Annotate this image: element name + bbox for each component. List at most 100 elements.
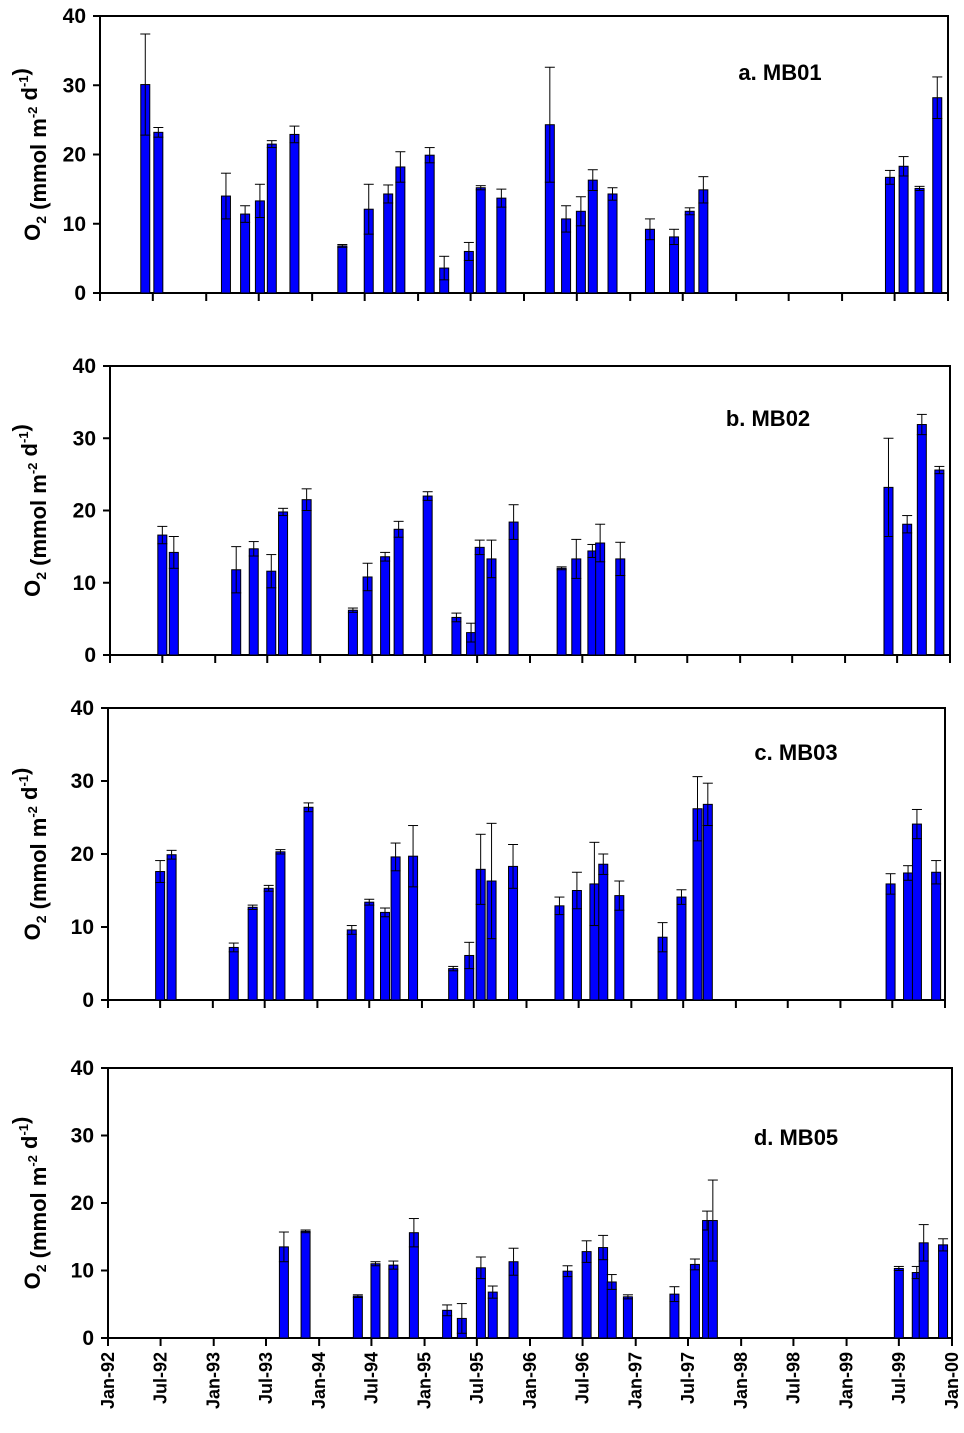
bar: [554, 905, 565, 1001]
bar: [247, 906, 258, 1001]
y-axis-label-part: -1: [16, 775, 31, 787]
bar: [380, 556, 391, 656]
bar: [240, 213, 251, 294]
x-tick-label: Jul-99: [889, 1352, 909, 1404]
y-tick-label: 30: [71, 1125, 94, 1148]
x-tick-label: Jan-93: [204, 1352, 224, 1409]
bar: [303, 806, 314, 1001]
bar: [606, 1281, 617, 1339]
y-tick-label: 10: [73, 572, 96, 595]
bar: [496, 197, 507, 294]
x-tick-label: Jan-98: [731, 1352, 751, 1409]
y-axis-label-part: ): [8, 424, 33, 431]
x-tick-label: Jul-92: [151, 1352, 171, 1404]
bar: [451, 616, 462, 656]
bar: [587, 179, 598, 294]
y-axis-label-part: (mmol m: [26, 818, 51, 916]
y-tick-label: 0: [82, 1327, 94, 1350]
bar: [424, 154, 435, 294]
panel-title: b. MB02: [726, 406, 810, 431]
chart-panel-2: 0 10 20 30 40 b. MB02 O2 (mmol m-2 d-1): [8, 355, 951, 667]
bar: [607, 193, 618, 294]
y-axis-label-part: d: [17, 443, 42, 463]
bar: [393, 528, 404, 656]
x-tick-label: Jan-00: [942, 1352, 962, 1409]
bar: [300, 1230, 311, 1339]
y-axis-label-part: (mmol m: [26, 474, 51, 572]
bar: [934, 469, 945, 656]
y-tick-label: 0: [74, 282, 86, 305]
bar: [155, 871, 166, 1001]
bar: [598, 863, 609, 1001]
bar: [379, 911, 390, 1001]
y-tick-label: 40: [71, 697, 94, 720]
y-axis-label-part: O: [20, 224, 45, 241]
bar: [390, 856, 401, 1001]
bar: [301, 499, 312, 656]
y-tick-label: 40: [71, 1057, 94, 1080]
x-tick-label: Jul-97: [678, 1352, 698, 1404]
y-tick-label: 20: [63, 144, 86, 167]
y-axis-label: O2 (mmol m-2 d-1): [8, 768, 51, 941]
bar: [893, 1267, 904, 1339]
y-tick-label: 0: [84, 644, 96, 667]
bar: [931, 871, 942, 1001]
bar: [508, 521, 519, 656]
bar: [370, 1263, 381, 1339]
y-tick-label: 10: [63, 213, 86, 236]
bar: [684, 210, 695, 294]
bar: [448, 968, 459, 1001]
y-axis-label-part: -2: [25, 107, 40, 119]
bar: [388, 1264, 399, 1339]
bar: [669, 236, 680, 294]
y-axis-label-part: -2: [25, 806, 40, 818]
y-axis-label-part: 2: [33, 216, 49, 224]
x-tick-label: Jul-93: [256, 1352, 276, 1404]
bar: [248, 548, 259, 656]
y-axis-label-part: O: [20, 580, 45, 597]
bar: [337, 245, 348, 294]
bar: [263, 887, 274, 1001]
y-axis-label-part: d: [17, 787, 42, 807]
bar: [422, 495, 433, 656]
y-tick-label: 40: [73, 355, 96, 378]
y-tick-label: 40: [63, 5, 86, 28]
x-tick-label: Jul-94: [361, 1352, 381, 1404]
bar: [278, 511, 289, 656]
bar: [562, 1270, 573, 1339]
y-axis-label-part: -2: [25, 1155, 40, 1167]
bar: [153, 131, 164, 294]
y-axis-label-part: (mmol m: [26, 1167, 51, 1265]
y-axis-label-part: ): [8, 768, 33, 775]
y-axis-label-part: -1: [16, 431, 31, 443]
y-axis-label: O2 (mmol m-2 d-1): [8, 1117, 51, 1290]
y-axis-label-part: ): [8, 68, 33, 75]
bar: [698, 189, 709, 294]
y-axis-label-part: -2: [25, 463, 40, 475]
y-axis-label-part: -1: [16, 1124, 31, 1136]
x-tick-label: Jan-99: [837, 1352, 857, 1409]
chart-panel-3: 0 10 20 30 40 c. MB03 O2 (mmol m-2 d-1): [8, 697, 946, 1012]
y-axis-label-part: (mmol m: [26, 118, 51, 216]
panel-title: d. MB05: [754, 1125, 838, 1150]
y-axis-label-part: O: [20, 923, 45, 940]
y-tick-label: 20: [73, 500, 96, 523]
bar: [408, 1232, 419, 1339]
bar: [581, 1251, 592, 1339]
y-axis-label-part: -1: [16, 75, 31, 87]
bar: [352, 1295, 363, 1339]
y-axis-label-part: d: [17, 87, 42, 107]
bar: [347, 609, 358, 656]
y-tick-label: 30: [73, 427, 96, 450]
x-tick-label: Jan-92: [98, 1352, 118, 1409]
bar: [228, 946, 239, 1001]
y-axis-label-part: 2: [33, 1264, 49, 1272]
y-axis-label-part: d: [17, 1136, 42, 1156]
bar: [914, 187, 925, 294]
panel-title: c. MB03: [754, 740, 837, 765]
x-tick-label: Jan-94: [309, 1352, 329, 1409]
bar: [885, 883, 896, 1001]
bar: [475, 187, 486, 294]
